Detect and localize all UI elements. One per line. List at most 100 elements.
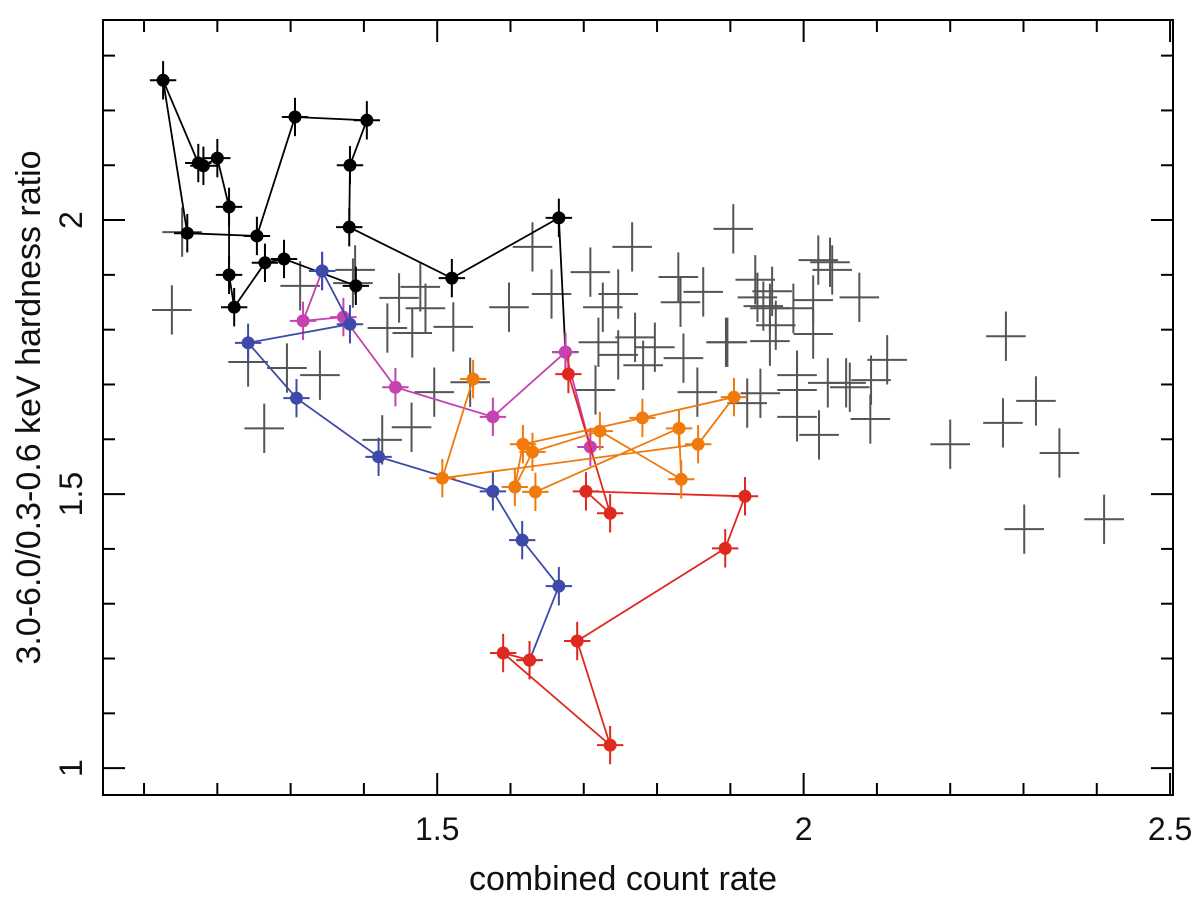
data-point (545, 198, 573, 238)
point-marker (343, 317, 357, 331)
series-0 (149, 61, 579, 372)
point-marker (227, 300, 241, 314)
point-marker (250, 229, 264, 243)
data-point (519, 432, 546, 472)
point-marker (288, 110, 302, 124)
background-point (713, 204, 754, 254)
background-point (812, 245, 852, 295)
point-marker (579, 484, 593, 498)
background-point (1004, 504, 1045, 554)
point-marker (289, 391, 303, 405)
data-point (429, 459, 456, 498)
series-line (441, 378, 737, 493)
point-marker (349, 279, 363, 293)
point-marker (718, 541, 732, 555)
background-point (983, 398, 1023, 448)
point-marker (593, 424, 607, 438)
data-point (283, 378, 310, 418)
data-point (720, 377, 748, 417)
series-4 (429, 359, 748, 512)
y-tick-label: 1.5 (53, 472, 89, 516)
data-point (684, 425, 712, 464)
point-marker (552, 211, 566, 225)
point-marker (672, 421, 686, 435)
data-point (489, 633, 517, 673)
data-point (668, 460, 695, 499)
point-marker (523, 653, 537, 667)
point-marker (342, 220, 356, 234)
background-point (850, 394, 891, 444)
data-point (204, 138, 231, 178)
x-tick-label: 1.5 (415, 811, 459, 847)
data-point (555, 354, 582, 394)
background-point (677, 367, 718, 417)
point-marker (674, 472, 688, 486)
y-tick-label: 2 (53, 211, 89, 229)
data-point (270, 239, 298, 279)
data-point (501, 467, 529, 507)
background-point (683, 267, 724, 317)
data-point (215, 255, 243, 295)
data-point (234, 323, 262, 363)
data-point (563, 621, 591, 661)
background-point (244, 403, 285, 453)
data-point (243, 216, 271, 256)
data-point (509, 520, 536, 560)
point-marker (508, 480, 522, 494)
data-point (552, 332, 579, 372)
data-point (365, 437, 392, 477)
point-marker (258, 256, 272, 270)
point-marker (635, 411, 649, 425)
background-point (280, 261, 320, 311)
background-point (583, 282, 623, 332)
point-marker (222, 200, 236, 214)
background-point (489, 282, 529, 332)
background-point (735, 255, 776, 305)
y-axis-label: 3.0-6.0/0.3-0.6 keV hardness ratio (10, 150, 48, 664)
background-point (433, 302, 474, 352)
background-point (810, 237, 850, 287)
series-line (301, 270, 592, 448)
point-marker (191, 156, 205, 170)
data-point (572, 472, 600, 511)
data-point (545, 566, 573, 606)
background-point (1039, 428, 1080, 478)
data-point (336, 146, 364, 185)
background-point (743, 281, 784, 331)
background-point (512, 222, 553, 272)
background-point (391, 402, 432, 452)
background-point (867, 335, 907, 385)
background-point (152, 285, 192, 335)
point-marker (372, 450, 386, 464)
background-point (1016, 376, 1056, 426)
background-point (1084, 494, 1124, 544)
point-marker (496, 646, 510, 660)
x-tick-label: 2 (795, 811, 813, 847)
background-point (367, 303, 408, 353)
point-marker (528, 485, 542, 499)
data-point (596, 725, 624, 765)
series-2 (234, 251, 573, 680)
point-marker (277, 252, 291, 266)
background-point (737, 272, 778, 322)
background-point (575, 365, 616, 415)
point-marker (738, 489, 752, 503)
data-point (731, 477, 759, 516)
point-marker (525, 445, 539, 459)
point-marker (516, 437, 530, 451)
background-point (392, 308, 433, 358)
point-marker (486, 484, 500, 498)
data-point (289, 301, 317, 341)
point-marker (296, 314, 310, 328)
background-point (839, 272, 880, 322)
background-point (414, 367, 455, 417)
background-point (612, 222, 652, 272)
background-point (598, 330, 638, 380)
background-point (615, 312, 655, 363)
background-point (750, 316, 790, 366)
x-axis-label: combined count rate (469, 860, 777, 898)
point-marker (570, 634, 584, 648)
data-point (174, 214, 201, 253)
point-marker (222, 268, 236, 282)
